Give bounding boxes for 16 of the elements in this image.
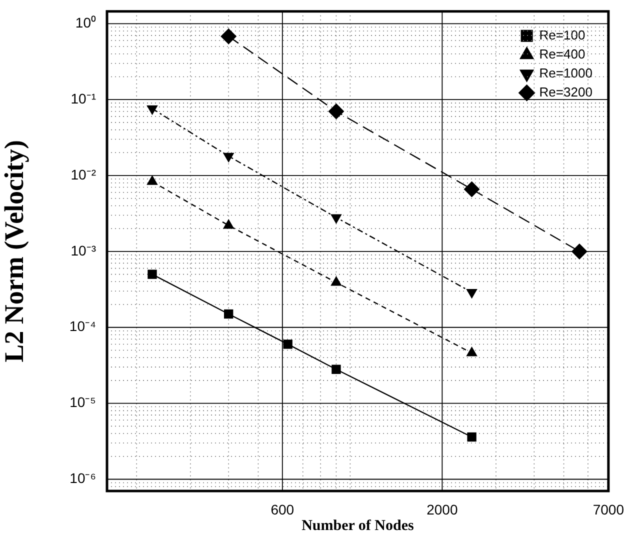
x-axis-title: Number of Nodes: [302, 518, 414, 534]
x-tick-label: 2000: [426, 501, 458, 518]
legend-label: Re=3200: [539, 84, 592, 100]
y-tick-label: 10⁻³: [70, 242, 96, 258]
legend-label: Re=100: [539, 27, 586, 42]
x-tick-label: 7000: [592, 501, 624, 518]
y-tick-label: 10⁰: [75, 14, 96, 31]
y-tick-label: 10⁻⁴: [69, 318, 96, 334]
y-tick-label: 10⁻⁵: [70, 394, 96, 410]
y-tick-label: 10⁻⁶: [70, 470, 96, 486]
y-axis-title: L2 Norm (Velocity): [0, 140, 30, 362]
legend-label: Re=1000: [539, 65, 592, 80]
y-tick-label: 10⁻²: [70, 166, 96, 182]
legend-label: Re=400: [539, 46, 586, 62]
x-tick-label: 600: [270, 501, 294, 518]
y-tick-label: 10⁻¹: [70, 90, 96, 106]
